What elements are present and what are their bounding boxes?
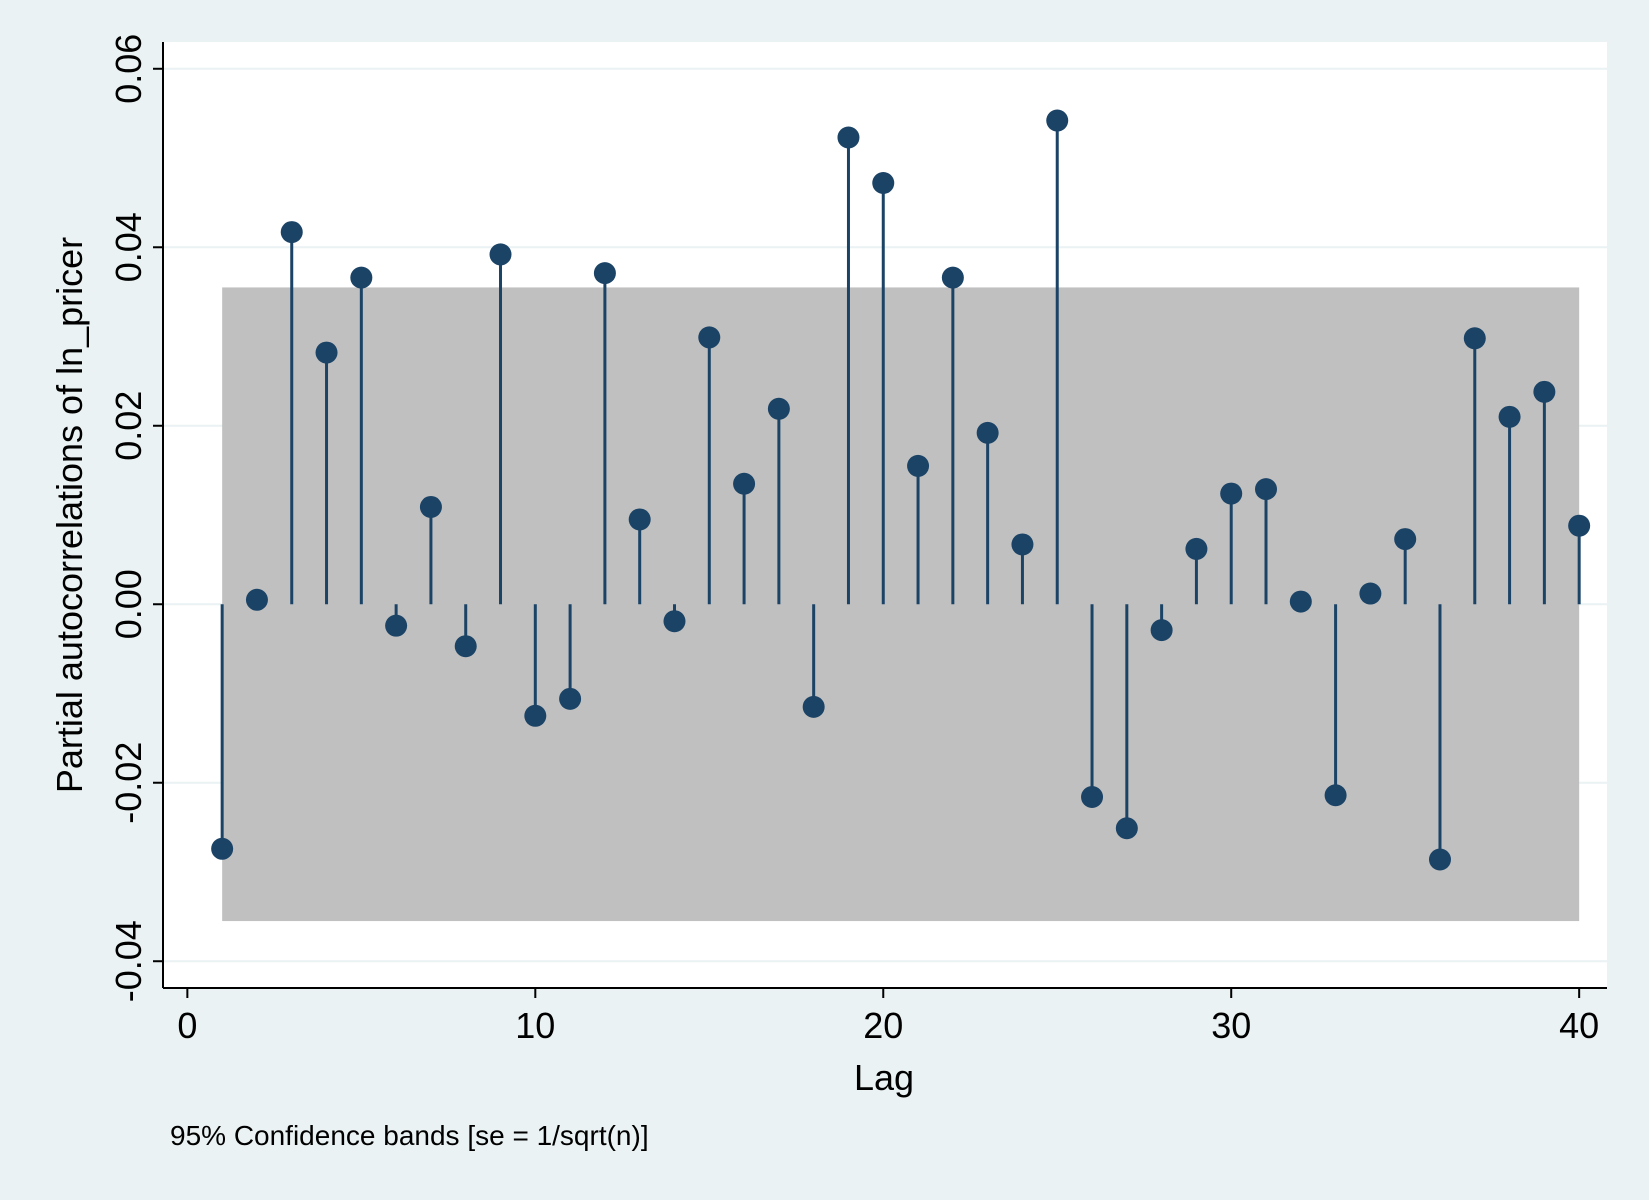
stem-marker-37 (1463, 327, 1486, 350)
stem-marker-35 (1394, 528, 1417, 551)
stem-marker-10 (524, 704, 547, 727)
stem-marker-13 (628, 508, 651, 531)
y-tick-label-2: 0.00 (108, 569, 149, 639)
x-axis-label: Lag (854, 1057, 914, 1098)
x-tick-label-2: 20 (863, 1005, 903, 1046)
stem-marker-20 (872, 172, 895, 195)
stem-marker-30 (1220, 482, 1243, 505)
x-tick-label-3: 30 (1211, 1005, 1251, 1046)
y-tick-label-0: -0.04 (108, 920, 149, 1002)
stem-marker-23 (976, 421, 999, 444)
stem-marker-14 (663, 610, 686, 633)
stem-marker-33 (1324, 784, 1347, 807)
stem-marker-11 (559, 687, 582, 710)
axes-group (162, 42, 1607, 989)
stem-marker-25 (1046, 109, 1069, 132)
stem-marker-40 (1568, 514, 1591, 537)
stem-marker-29 (1185, 537, 1208, 560)
y-tick-label-5: 0.06 (108, 34, 149, 104)
x-tick-label-1: 10 (515, 1005, 555, 1046)
stem-marker-2 (245, 588, 268, 611)
stem-marker-26 (1081, 786, 1104, 809)
stem-marker-7 (419, 495, 442, 518)
stem-marker-19 (837, 126, 860, 149)
stem-marker-1 (211, 837, 234, 860)
stem-marker-16 (733, 472, 756, 495)
stem-marker-38 (1498, 405, 1521, 428)
confidence-band (222, 287, 1580, 922)
stem-marker-8 (454, 635, 477, 658)
stem-marker-27 (1115, 817, 1138, 840)
stem-marker-32 (1289, 590, 1312, 613)
stem-marker-24 (1011, 533, 1034, 556)
stem-marker-9 (489, 243, 512, 266)
x-tick-label-4: 40 (1559, 1005, 1599, 1046)
stem-marker-21 (907, 454, 930, 477)
stem-marker-15 (698, 326, 721, 349)
stem-marker-18 (802, 695, 825, 718)
stem-marker-17 (767, 397, 790, 420)
stem-marker-4 (315, 341, 338, 364)
y-tick-label-3: 0.02 (108, 391, 149, 461)
confidence-band-group (222, 287, 1580, 922)
stem-marker-6 (385, 614, 408, 637)
stems-group (211, 109, 1591, 871)
stem-marker-34 (1359, 582, 1382, 605)
stem-marker-5 (350, 266, 373, 289)
y-tick-label-4: 0.04 (108, 212, 149, 282)
stem-marker-31 (1255, 478, 1278, 501)
x-tick-label-0: 0 (177, 1005, 197, 1046)
y-axis-label: Partial autocorrelations of ln_pricer (49, 237, 90, 793)
stem-marker-36 (1428, 848, 1451, 871)
y-ticks-group: -0.04 -0.02 0.00 0.02 0.04 0.06 (108, 34, 163, 1002)
stem-marker-12 (593, 262, 616, 285)
stem-marker-39 (1533, 380, 1556, 403)
stem-marker-3 (280, 221, 303, 244)
y-tick-label-1: -0.02 (108, 742, 149, 824)
stem-marker-22 (941, 266, 964, 289)
confidence-note: 95% Confidence bands [se = 1/sqrt(n)] (170, 1120, 649, 1151)
x-ticks-group: 0 10 20 30 40 (177, 988, 1599, 1046)
stem-marker-28 (1150, 619, 1173, 642)
